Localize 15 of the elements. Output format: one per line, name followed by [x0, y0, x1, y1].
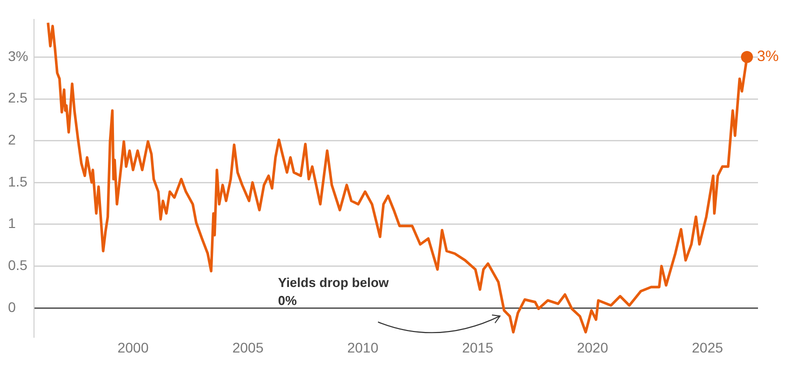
x-tick-label: 2000 [117, 339, 149, 356]
x-tick-label: 2010 [347, 339, 379, 356]
y-tick-label: 2.5 [8, 90, 28, 106]
y-tick-label: 3% [8, 48, 28, 64]
y-tick-label: 1 [8, 215, 16, 232]
annotation: Yields drop below 0% [278, 275, 390, 308]
y-tick-label: 0.5 [8, 256, 28, 273]
y-tick-label: 2 [8, 132, 16, 148]
x-tick-label: 2005 [232, 339, 264, 356]
x-tick-label: 2025 [692, 339, 724, 356]
y-tick-label: 1.5 [8, 173, 28, 190]
data-label: 3% [756, 48, 779, 66]
y-tick-label: 0 [8, 298, 16, 315]
x-tick-label: 2015 [462, 339, 494, 356]
x-tick-label: 2020 [576, 339, 608, 356]
